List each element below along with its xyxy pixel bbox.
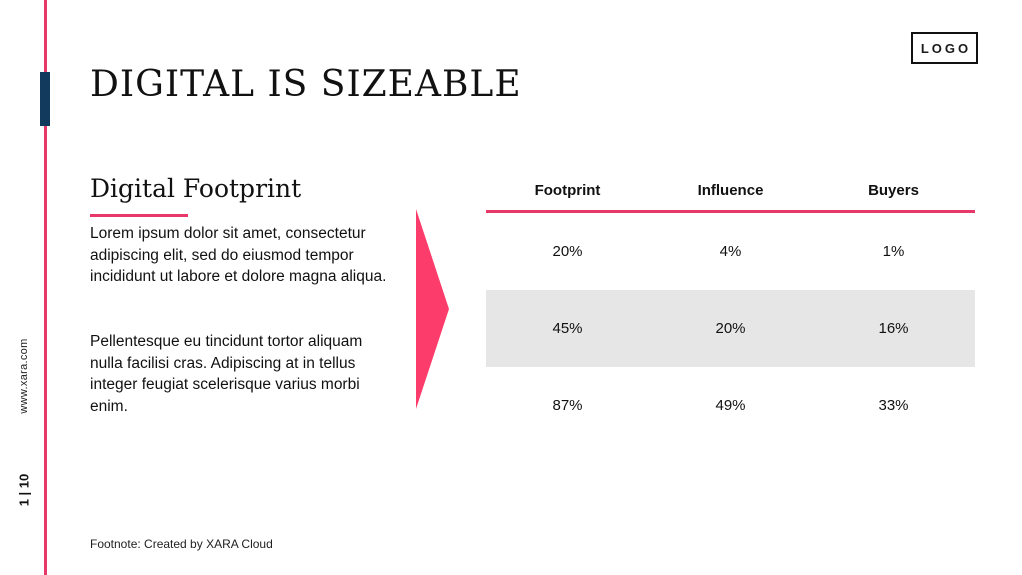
table-cell: 16% [878,320,909,337]
table-cell: 20% [552,243,583,260]
table-header-row: Footprint Influence Buyers [486,170,975,213]
title-accent-bar [40,72,50,126]
footnote: Footnote: Created by XARA Cloud [90,537,273,551]
table-row: 20% 4% 1% [486,213,975,290]
table-cell: 4% [719,243,742,260]
table-cell: 33% [878,397,909,414]
page-number: 1 | 10 [16,473,32,507]
column-header-buyers: Buyers [868,181,919,199]
table-row: 87% 49% 33% [486,367,975,444]
left-accent-line [44,0,47,575]
section-subtitle: Digital Footprint [90,174,302,203]
table-cell: 45% [552,320,583,337]
column-header-footprint: Footprint [534,181,601,199]
data-table: Footprint Influence Buyers 20% 4% 1% 45%… [486,170,975,444]
table-row: 45% 20% 16% [486,290,975,367]
table-cell: 20% [715,320,746,337]
logo: LOGO [911,32,978,64]
table-cell: 87% [552,397,583,414]
subtitle-underline [90,214,188,217]
body-paragraph-1: Lorem ipsum dolor sit amet, consectetur … [90,225,387,285]
page-title: DIGITAL IS SIZEABLE [90,64,522,105]
body-paragraph-2: Pellentesque eu tincidunt tortor aliquam… [90,333,363,415]
column-header-influence: Influence [697,181,764,199]
arrow-pointer-icon [416,209,449,409]
website-url: www.xara.com [18,338,30,414]
table-cell: 49% [715,397,746,414]
table-cell: 1% [882,243,905,260]
